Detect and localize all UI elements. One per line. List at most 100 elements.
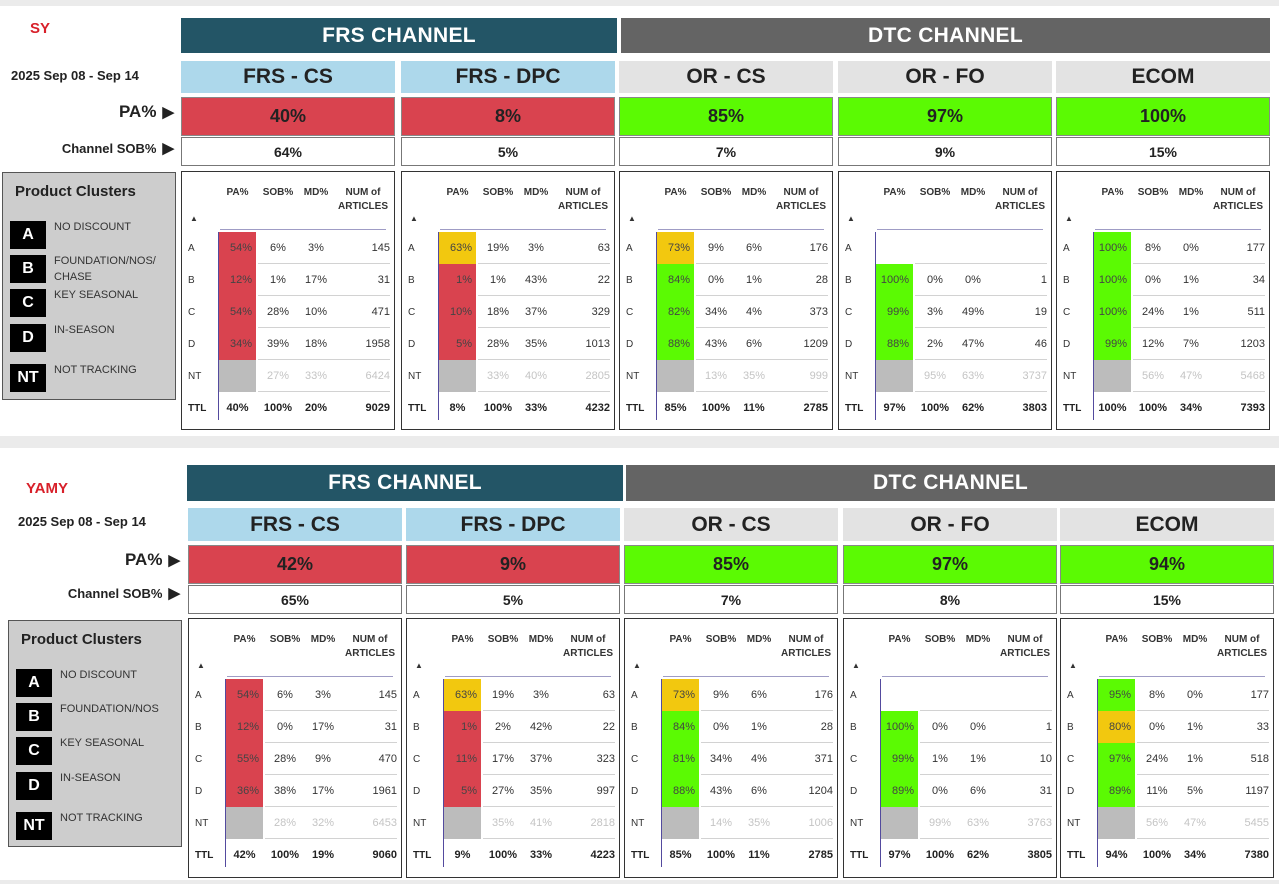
sort-caret-icon[interactable]: ▲ bbox=[633, 661, 641, 670]
column-header-pa[interactable]: PA% bbox=[451, 634, 474, 645]
column-header-num[interactable]: NUM of ARTICLES bbox=[781, 634, 831, 659]
pa-cell bbox=[1094, 360, 1131, 392]
num-articles-cell: 2785 bbox=[808, 849, 833, 861]
column-header-num[interactable]: NUM of ARTICLES bbox=[995, 187, 1045, 212]
column-header-num[interactable]: NUM of ARTICLES bbox=[563, 634, 613, 659]
column-header-pa[interactable]: PA% bbox=[1101, 187, 1124, 198]
column-header-num[interactable]: NUM of ARTICLES bbox=[558, 187, 608, 212]
table-row: C 54% 28% 10% 471 bbox=[182, 296, 396, 328]
sort-caret-icon[interactable]: ▲ bbox=[628, 214, 636, 223]
sort-caret-icon[interactable]: ▲ bbox=[852, 661, 860, 670]
table-row: TTL 40% 100% 20% 9029 bbox=[182, 392, 396, 424]
column-header-pa[interactable]: PA% bbox=[883, 187, 906, 198]
sort-caret-icon[interactable]: ▲ bbox=[1069, 661, 1077, 670]
column-header-md[interactable]: MD% bbox=[523, 187, 549, 198]
column-header-num[interactable]: NUM of ARTICLES bbox=[1213, 187, 1263, 212]
cluster-key: D bbox=[413, 785, 421, 797]
table-row: TTL 42% 100% 19% 9060 bbox=[189, 839, 403, 871]
pa-cell: 82% bbox=[657, 296, 694, 328]
column-header-md[interactable]: MD% bbox=[741, 187, 767, 198]
column-header-sob[interactable]: SOB% bbox=[1141, 634, 1173, 645]
table-row: NT 33% 40% 2805 bbox=[402, 360, 616, 392]
md-cell: 34% bbox=[1183, 849, 1207, 861]
column-header-pa[interactable]: PA% bbox=[446, 187, 469, 198]
sort-caret-icon[interactable]: ▲ bbox=[197, 661, 205, 670]
column-header-md[interactable]: MD% bbox=[960, 187, 986, 198]
num-articles-cell: 3805 bbox=[1027, 849, 1052, 861]
sob-cell: 33% bbox=[486, 370, 510, 382]
row-divider bbox=[478, 391, 610, 392]
column-header-md[interactable]: MD% bbox=[528, 634, 554, 645]
pa-cell: 12% bbox=[219, 264, 256, 296]
table-row: D 34% 39% 18% 1958 bbox=[182, 328, 396, 360]
cluster-table-frs-cs: PA% SOB% MD% NUM of ARTICLES ▲ A 54% 6% 3% 145 B 12… bbox=[181, 171, 395, 430]
column-header-sob[interactable]: SOB% bbox=[269, 634, 301, 645]
pa-cell: 54% bbox=[226, 679, 263, 711]
row-divider bbox=[920, 806, 1052, 807]
pa-cell: 95% bbox=[1098, 679, 1135, 711]
column-header-num[interactable]: NUM of ARTICLES bbox=[1217, 634, 1267, 659]
column-header-num[interactable]: NUM of ARTICLES bbox=[345, 634, 395, 659]
pa-cell bbox=[226, 807, 263, 839]
sort-caret-icon[interactable]: ▲ bbox=[847, 214, 855, 223]
num-articles-cell: 63 bbox=[597, 242, 610, 254]
row-axis-line bbox=[218, 232, 219, 420]
column-header-sob[interactable]: SOB% bbox=[487, 634, 519, 645]
cluster-table-frs-dpc: PA% SOB% MD% NUM of ARTICLES ▲ A 63% 19% 3% 63 B 1%… bbox=[406, 618, 620, 878]
cluster-key: D bbox=[631, 785, 639, 797]
column-header-pa[interactable]: PA% bbox=[226, 187, 249, 198]
num-articles-cell: 145 bbox=[371, 242, 390, 254]
cluster-key: C bbox=[408, 306, 416, 318]
sort-caret-icon[interactable]: ▲ bbox=[415, 661, 423, 670]
column-header-md[interactable]: MD% bbox=[1182, 634, 1208, 645]
row-axis-line bbox=[443, 679, 444, 867]
cluster-description: KEY SEASONAL bbox=[54, 289, 139, 301]
sob-cell bbox=[917, 232, 953, 264]
column-header-sob[interactable]: SOB% bbox=[919, 187, 951, 198]
column-header-sob[interactable]: SOB% bbox=[482, 187, 514, 198]
column-header-md[interactable]: MD% bbox=[1178, 187, 1204, 198]
row-divider bbox=[265, 710, 397, 711]
column-header-sob[interactable]: SOB% bbox=[1137, 187, 1169, 198]
num-articles-cell: 177 bbox=[1246, 242, 1265, 254]
pa-cell: 55% bbox=[226, 743, 263, 775]
column-header-num[interactable]: NUM of ARTICLES bbox=[776, 187, 826, 212]
column-header-sob[interactable]: SOB% bbox=[262, 187, 294, 198]
sob-cell: 56% bbox=[1145, 817, 1169, 829]
pa-cell: 12% bbox=[226, 711, 263, 743]
column-header-md[interactable]: MD% bbox=[965, 634, 991, 645]
column-header-pa[interactable]: PA% bbox=[669, 634, 692, 645]
md-cell: 3% bbox=[315, 689, 331, 701]
table-row: D 36% 38% 17% 1961 bbox=[189, 775, 403, 807]
md-cell: 9% bbox=[315, 753, 331, 765]
column-header-md[interactable]: MD% bbox=[303, 187, 329, 198]
num-articles-cell: 997 bbox=[596, 785, 615, 797]
column-header-pa[interactable]: PA% bbox=[888, 634, 911, 645]
column-header-md[interactable]: MD% bbox=[746, 634, 772, 645]
column-header-pa[interactable]: PA% bbox=[664, 187, 687, 198]
row-axis-line bbox=[225, 679, 226, 867]
sob-cell: 28% bbox=[273, 817, 297, 829]
md-cell: 47% bbox=[961, 338, 985, 350]
column-header-sob[interactable]: SOB% bbox=[705, 634, 737, 645]
column-header-md[interactable]: MD% bbox=[310, 634, 336, 645]
row-divider bbox=[478, 295, 610, 296]
sort-caret-icon[interactable]: ▲ bbox=[410, 214, 418, 223]
sob-label-text: Channel SOB% bbox=[67, 585, 163, 601]
column-header-num[interactable]: NUM of ARTICLES bbox=[1000, 634, 1050, 659]
column-header-sob[interactable]: SOB% bbox=[924, 634, 956, 645]
column-header-sob[interactable]: SOB% bbox=[700, 187, 732, 198]
sob-cell: 8% bbox=[1145, 242, 1161, 254]
row-divider bbox=[265, 838, 397, 839]
column-header-pa[interactable]: PA% bbox=[233, 634, 256, 645]
column-header-num[interactable]: NUM of ARTICLES bbox=[338, 187, 388, 212]
row-divider bbox=[483, 742, 615, 743]
cluster-key: A bbox=[631, 689, 638, 701]
cluster-description: IN-SEASON bbox=[60, 772, 121, 784]
sort-caret-icon[interactable]: ▲ bbox=[190, 214, 198, 223]
sort-caret-icon[interactable]: ▲ bbox=[1065, 214, 1073, 223]
sob-cell: 0% bbox=[1145, 274, 1161, 286]
sob-cell: 28% bbox=[486, 338, 510, 350]
pa-cell: 100% bbox=[1094, 264, 1131, 296]
column-header-pa[interactable]: PA% bbox=[1105, 634, 1128, 645]
